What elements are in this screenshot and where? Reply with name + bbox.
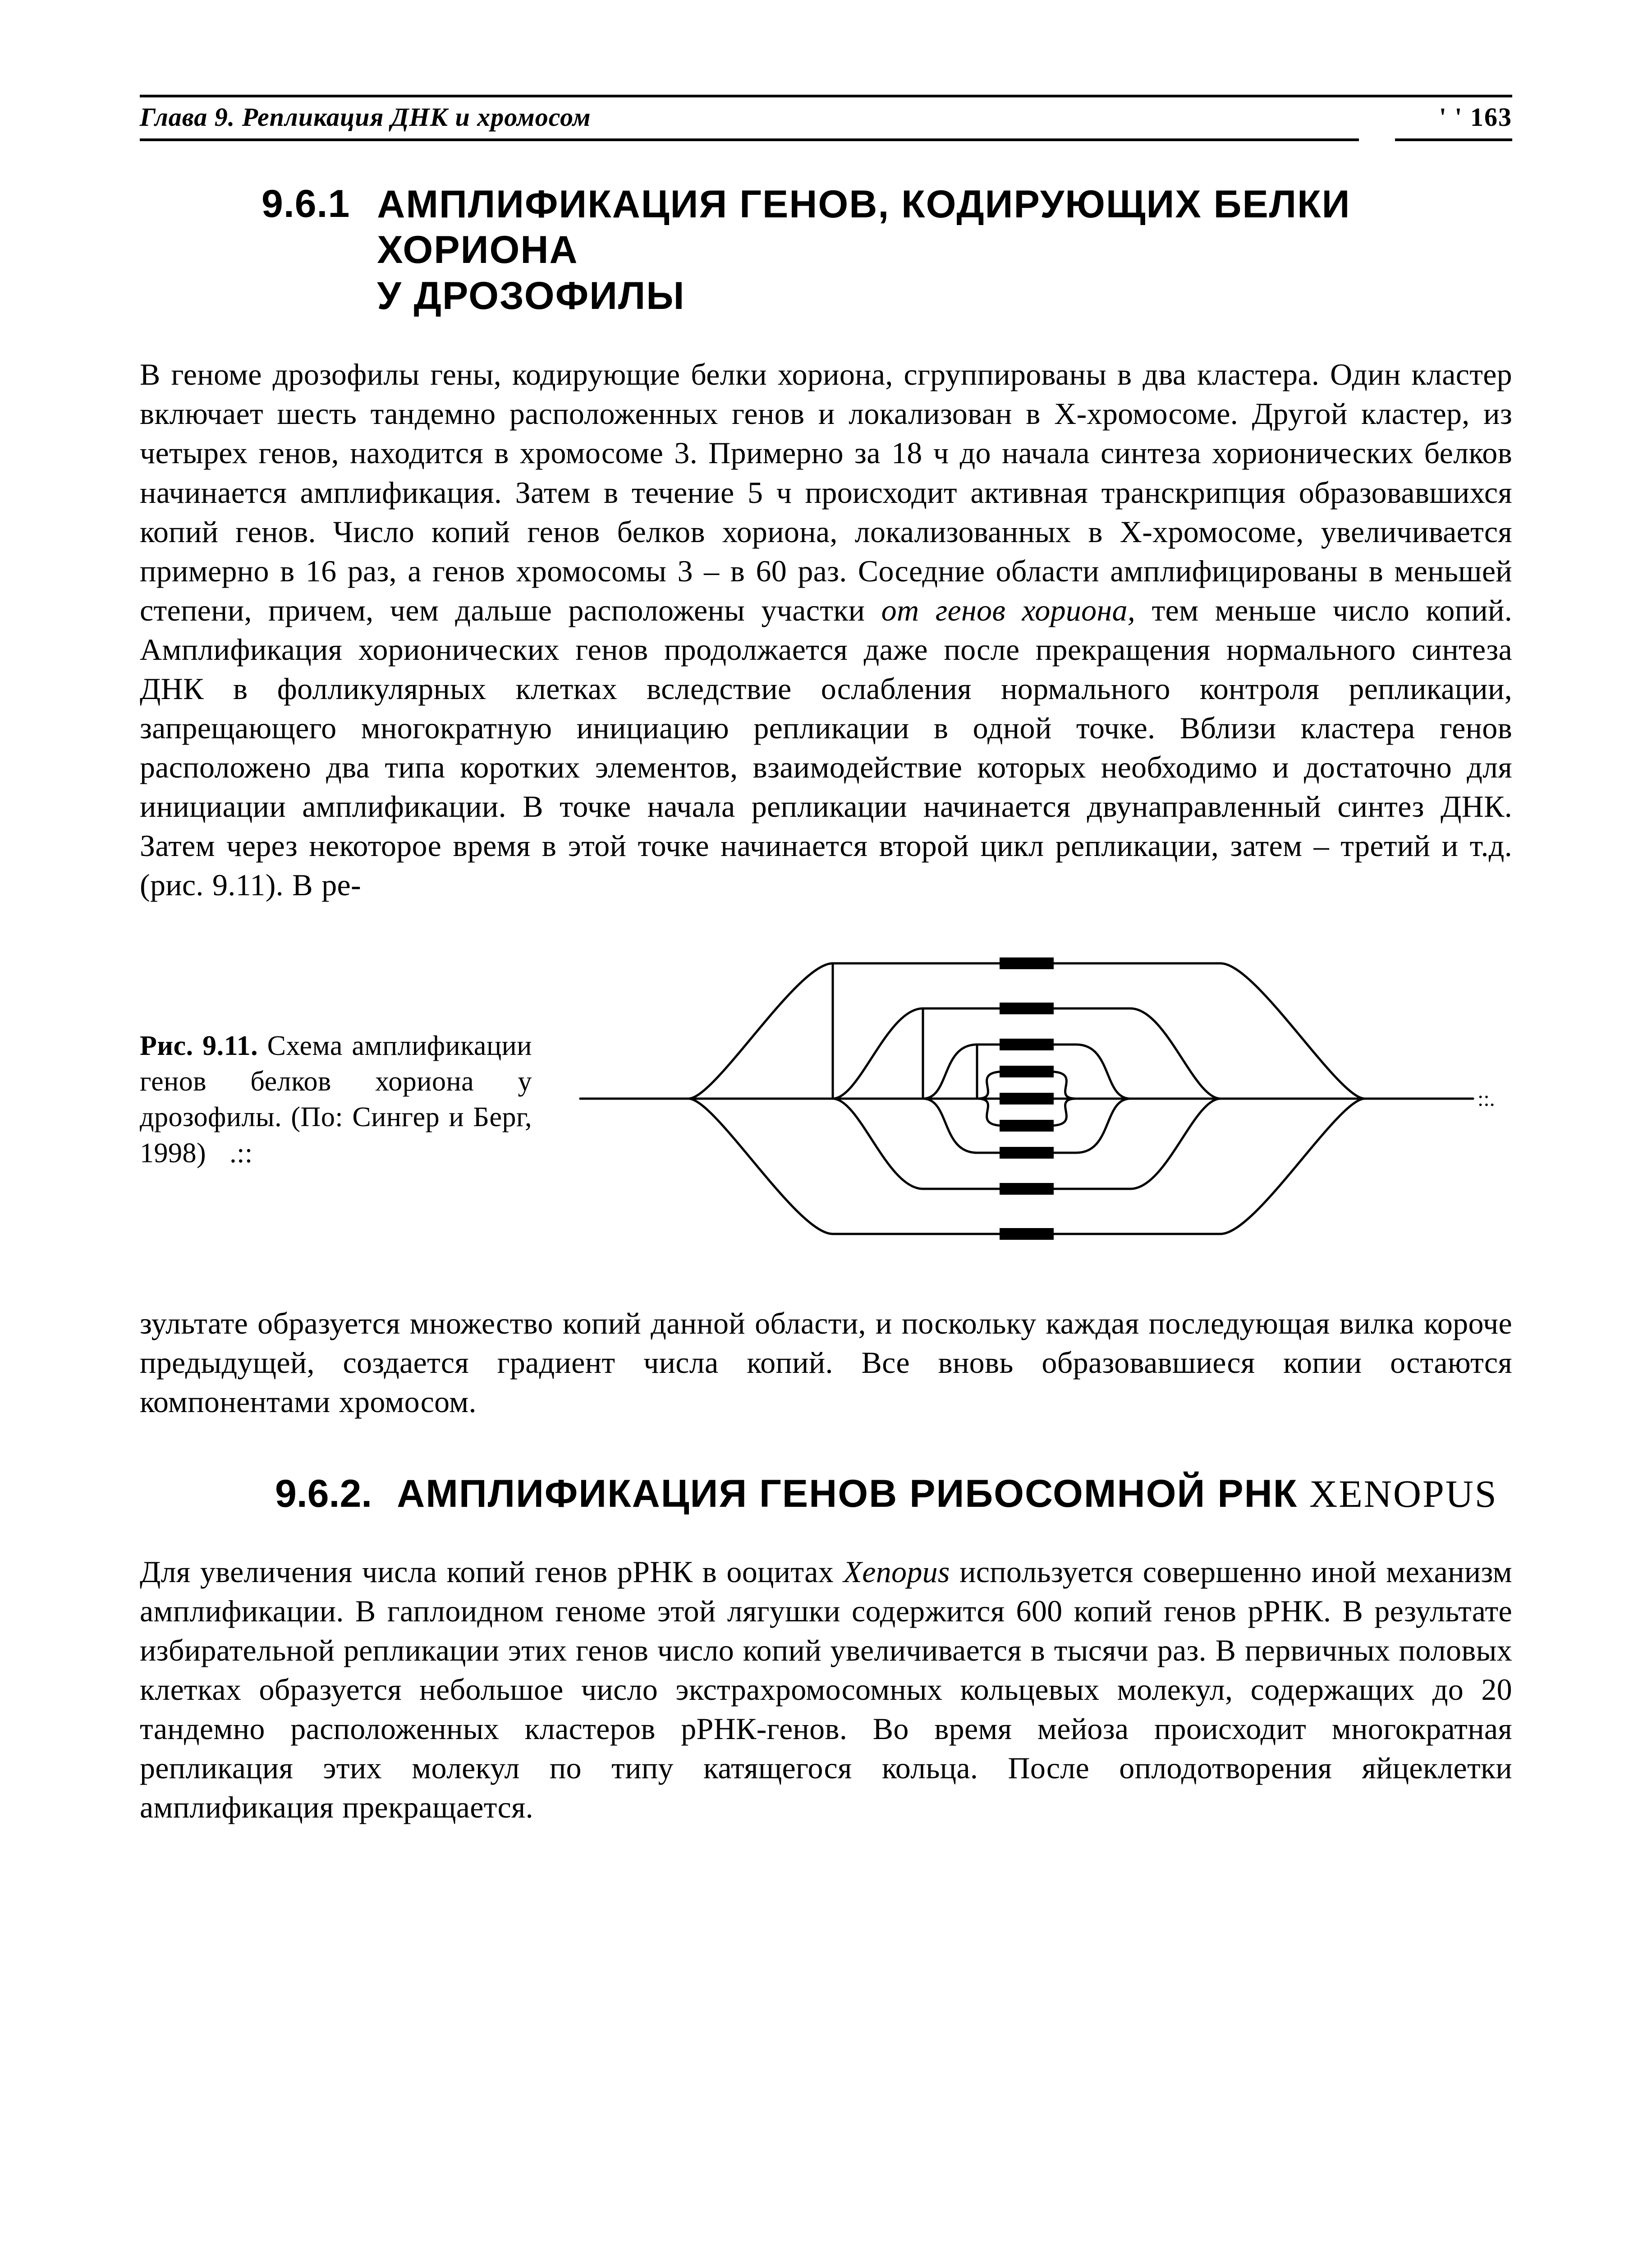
figure-label: Рис. 9.11.	[140, 1031, 258, 1061]
para-9-6-1-part2: зультате образуется множество копий данн…	[140, 1304, 1512, 1422]
heading-title-line2: У ДРОЗОФИЛЫ	[377, 274, 685, 318]
running-head-chapter: Глава 9. Репликация ДНК и хромосом	[140, 102, 1359, 141]
heading-title-line1: АМПЛИФИКАЦИЯ ГЕНОВ, КОДИРУЮЩИХ БЕЛКИ ХОР…	[377, 183, 1350, 272]
text-italic: Xenopus	[843, 1555, 950, 1589]
heading-title: АМПЛИФИКАЦИЯ ГЕНОВ, КОДИРУЮЩИХ БЕЛКИ ХОР…	[377, 182, 1512, 319]
text-italic: от генов хориона,	[881, 593, 1135, 627]
heading-title-latin: XENOPUS	[1309, 1472, 1498, 1515]
heading-number: 9.6.1	[262, 182, 350, 226]
para-9-6-1-part1: В геноме дрозофилы гены, кодирующие белк…	[140, 355, 1512, 904]
page: Глава 9. Репликация ДНК и хромосом ' ' 1…	[0, 0, 1652, 2255]
amplification-diagram-icon: ::.	[541, 945, 1512, 1252]
heading-title-bold: АМПЛИФИКАЦИЯ ГЕНОВ РИБОСОМНОЙ РНК	[397, 1472, 1309, 1515]
figure-caption: Рис. 9.11. Схема амплификации генов белк…	[140, 1028, 541, 1171]
text: тем меньше число копий. Амплификация хор…	[140, 593, 1512, 902]
figure-svg-container: ::.	[541, 945, 1512, 1254]
running-head-page-number: ' ' 163	[1395, 102, 1512, 141]
heading-number: 9.6.2.	[275, 1472, 372, 1516]
heading-title: АМПЛИФИКАЦИЯ ГЕНОВ РИБОСОМНОЙ РНК XENOPU…	[397, 1471, 1498, 1516]
running-head: Глава 9. Репликация ДНК и хромосом ' ' 1…	[140, 95, 1512, 141]
svg-text:::.: ::.	[1478, 1087, 1495, 1111]
dotted-end-left-icon: .::	[229, 1138, 252, 1169]
heading-9-6-2: 9.6.2. АМПЛИФИКАЦИЯ ГЕНОВ РИБОСОМНОЙ РНК…	[140, 1471, 1512, 1516]
heading-9-6-1: 9.6.1 АМПЛИФИКАЦИЯ ГЕНОВ, КОДИРУЮЩИХ БЕЛ…	[140, 182, 1512, 319]
para-9-6-2: Для увеличения числа копий генов рРНК в …	[140, 1552, 1512, 1827]
text: используется совершенно иной механизм ам…	[140, 1555, 1512, 1824]
figure-9-11: Рис. 9.11. Схема амплификации генов белк…	[140, 945, 1512, 1254]
text: В геноме дрозофилы гены, кодирующие белк…	[140, 357, 1512, 627]
text: Для увеличения числа копий генов рРНК в …	[140, 1555, 843, 1589]
